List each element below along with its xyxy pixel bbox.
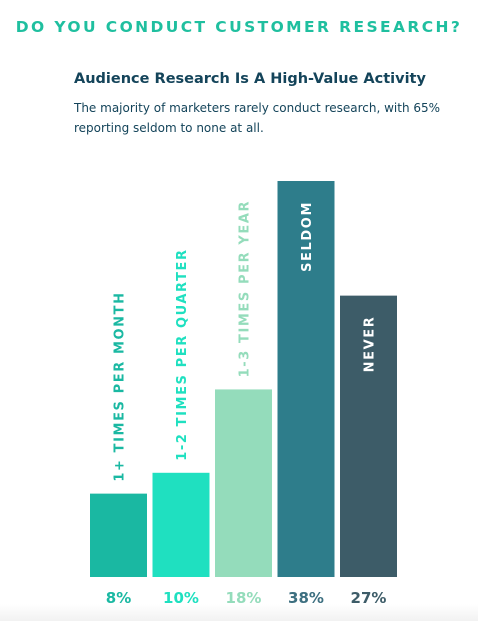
value-label-3: 18% xyxy=(226,589,262,607)
category-label-5: NEVER xyxy=(363,316,378,373)
bar-3 xyxy=(215,389,272,577)
chart-title: Audience Research Is A High-Value Activi… xyxy=(74,71,426,87)
value-label-2: 10% xyxy=(163,589,199,607)
value-label-5: 27% xyxy=(351,589,387,607)
category-label-3: 1-3 TIMES PER YEAR xyxy=(238,200,253,378)
value-label-4: 38% xyxy=(288,589,324,607)
bar-1 xyxy=(90,493,147,577)
bar-5 xyxy=(340,295,397,577)
category-label-4: SELDOM xyxy=(300,201,315,272)
category-label-2: 1-2 TIMES PER QUARTER xyxy=(175,248,190,460)
bar-4 xyxy=(277,181,335,577)
infographic-headline: DO YOU CONDUCT CUSTOMER RESEARCH? xyxy=(15,18,463,36)
chart-subtitle: The majority of marketers rarely conduct… xyxy=(74,101,441,135)
value-label-1: 8% xyxy=(106,589,131,607)
category-label-1: 1+ TIMES PER MONTH xyxy=(113,291,128,481)
bar-2 xyxy=(152,472,210,577)
bottom-fade xyxy=(0,604,478,621)
